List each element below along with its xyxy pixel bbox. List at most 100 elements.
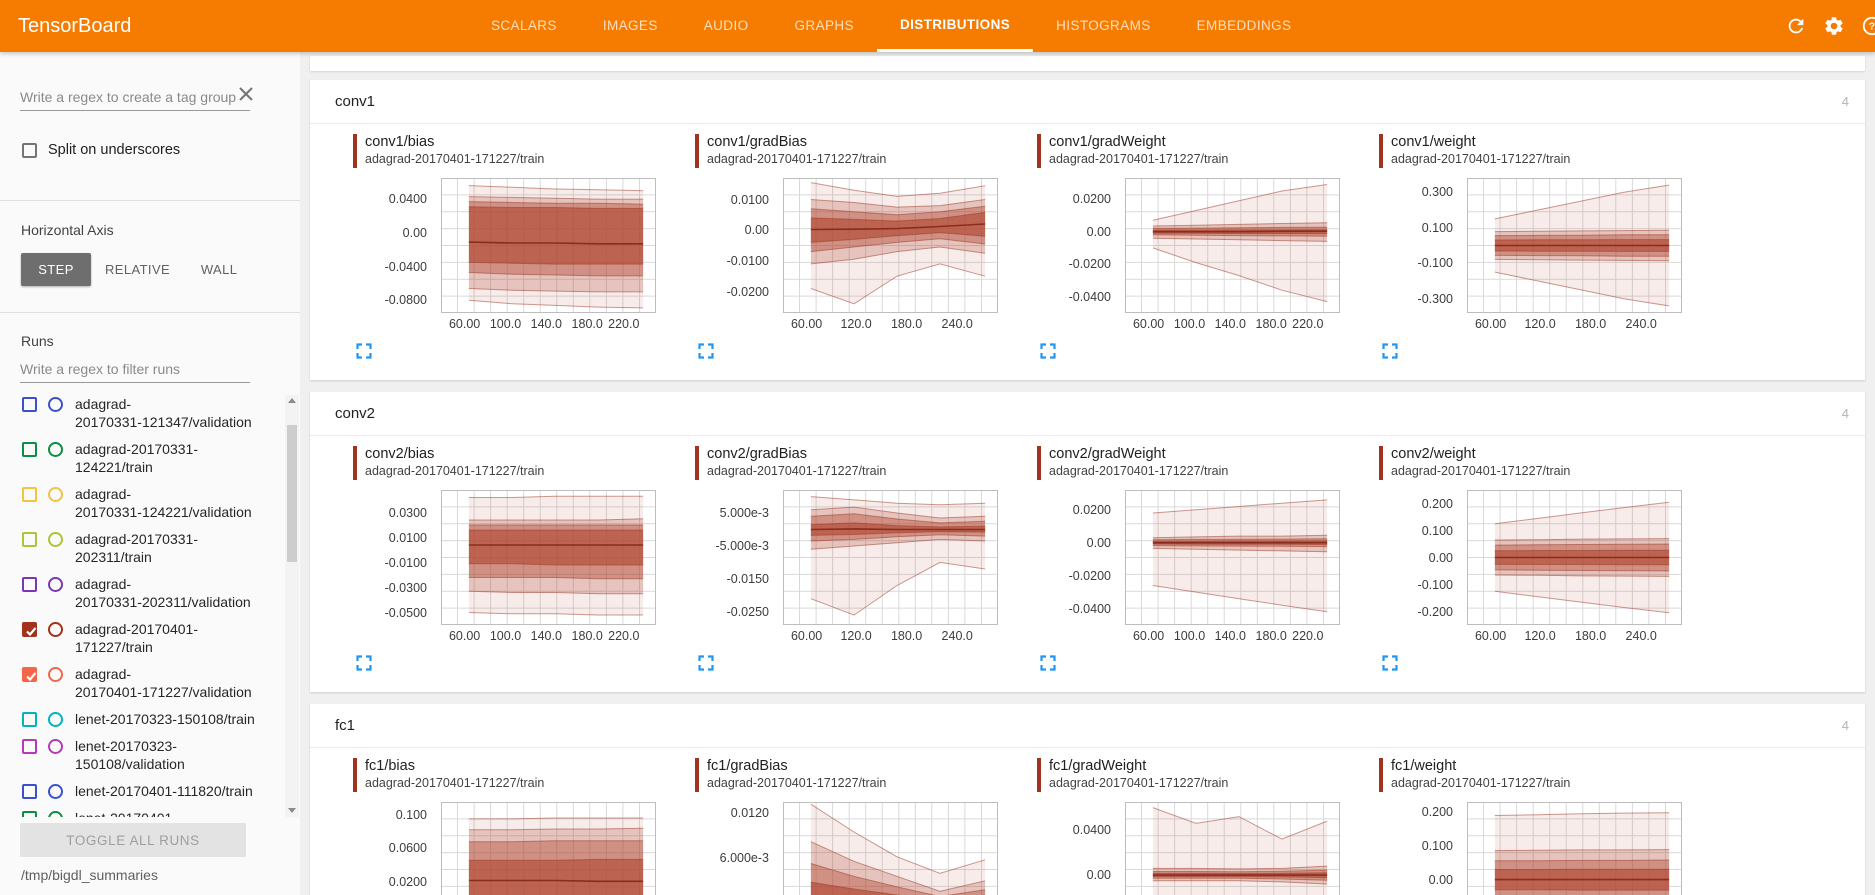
tab-distributions[interactable]: DISTRIBUTIONS xyxy=(876,0,1034,52)
run-color-circle-icon[interactable] xyxy=(48,712,63,727)
run-item[interactable]: lenet-20170323-150108/train xyxy=(0,710,300,728)
checked-checkbox-icon[interactable] xyxy=(22,622,37,637)
expand-chart-icon[interactable] xyxy=(697,342,715,360)
run-color-circle-icon[interactable] xyxy=(48,622,63,637)
y-tick-label: -0.0100 xyxy=(384,555,427,570)
x-tick-label: 100.0 xyxy=(1173,629,1206,643)
run-color-circle-icon[interactable] xyxy=(48,532,63,547)
axis-option-step[interactable]: STEP xyxy=(21,253,91,286)
scrollbar-thumb[interactable] xyxy=(287,425,297,562)
expand-chart-icon[interactable] xyxy=(355,342,373,360)
scroll-down-arrow-icon[interactable] xyxy=(285,805,299,817)
run-color-circle-icon[interactable] xyxy=(48,739,63,754)
chart-title-row: conv2/gradWeight adagrad-20170401-171227/… xyxy=(1037,446,1367,480)
checked-checkbox-icon[interactable] xyxy=(22,667,37,682)
run-item[interactable]: adagrad-20170331-124221/train xyxy=(0,440,300,476)
x-tick-label: 180.0 xyxy=(1255,629,1287,643)
tab-histograms[interactable]: HISTOGRAMS xyxy=(1056,18,1151,33)
chart-run-name: adagrad-20170401-171227/train xyxy=(365,464,545,478)
y-tick-label: 0.0120 xyxy=(730,806,769,821)
run-color-bar xyxy=(1379,758,1383,792)
expand-chart-icon[interactable] xyxy=(1039,654,1057,672)
run-item[interactable]: adagrad- 20170401-171227/validation xyxy=(0,665,300,701)
toggle-all-runs-button[interactable]: TOGGLE ALL RUNS xyxy=(20,823,246,857)
run-item[interactable]: lenet-20170323-150108/validation xyxy=(0,737,300,773)
y-axis-labels: 0.0300 0.0100 -0.0100 -0.0300 -0.0500 xyxy=(353,490,433,625)
unchecked-checkbox-icon[interactable] xyxy=(22,487,37,502)
x-tick-label: 180.0 xyxy=(571,629,603,643)
run-color-circle-icon[interactable] xyxy=(48,784,63,799)
chart-title: conv1/gradBias xyxy=(707,134,807,150)
chart-plot: 0.0300 0.0100 -0.0100 -0.0300 -0.0500 60.00 10… xyxy=(353,490,683,680)
section-header[interactable]: conv1 4 xyxy=(310,80,1865,124)
unchecked-checkbox-icon[interactable] xyxy=(22,712,37,727)
y-tick-label: -0.0100 xyxy=(726,253,769,268)
section-header[interactable]: fc1 4 xyxy=(310,704,1865,748)
x-tick-label: 60.00 xyxy=(790,629,823,643)
help-icon[interactable]: ? xyxy=(1861,15,1875,37)
y-tick-label: 0.100 xyxy=(395,807,427,822)
run-color-circle-icon[interactable] xyxy=(48,667,63,682)
plot-svg xyxy=(441,178,656,313)
x-tick-label: 100.0 xyxy=(1173,317,1206,331)
run-color-circle-icon[interactable] xyxy=(48,577,63,592)
chart-run-name: adagrad-20170401-171227/train xyxy=(1391,152,1571,166)
chart-run-name: adagrad-20170401-171227/train xyxy=(1049,776,1229,790)
distribution-chart: fc1/gradWeight adagrad-20170401-171227/tr… xyxy=(1037,758,1367,895)
chart-plot: 0.1000.06000.0200-0.020060.00100.0140.01… xyxy=(353,802,683,895)
settings-gear-icon[interactable] xyxy=(1823,15,1845,37)
scroll-up-arrow-icon[interactable] xyxy=(285,395,299,407)
tab-images[interactable]: IMAGES xyxy=(602,18,658,33)
tag-regex-input[interactable] xyxy=(20,86,250,111)
section-header[interactable]: conv2 4 xyxy=(310,392,1865,436)
run-color-circle-icon[interactable] xyxy=(48,442,63,457)
axis-option-wall[interactable]: WALL xyxy=(200,262,238,277)
nav-icons: ? xyxy=(1755,0,1875,52)
close-icon[interactable] xyxy=(236,84,256,104)
y-tick-label: -0.0200 xyxy=(1068,257,1111,272)
run-item[interactable]: lenet-20170401-111820/validation xyxy=(0,809,300,817)
chart-plot: 0.300 0.100 -0.100 -0.300 60.00 120.0 180.0 240… xyxy=(1379,178,1709,368)
run-item[interactable]: adagrad- 20170331-124221/validation xyxy=(0,485,300,521)
run-item[interactable]: adagrad- 20170331-121347/validation xyxy=(0,395,300,431)
expand-chart-icon[interactable] xyxy=(1381,654,1399,672)
expand-chart-icon[interactable] xyxy=(1039,342,1057,360)
chart-title: fc1/gradBias xyxy=(707,758,788,774)
chart-run-name: adagrad-20170401-171227/train xyxy=(1391,464,1571,478)
unchecked-checkbox-icon[interactable] xyxy=(22,397,37,412)
unchecked-checkbox-icon[interactable] xyxy=(22,532,37,547)
runs-regex-input[interactable] xyxy=(20,358,250,383)
run-item[interactable]: adagrad-20170401-171227/train xyxy=(0,620,300,656)
chart-title-row: conv2/weight adagrad-20170401-171227/trai… xyxy=(1379,446,1709,480)
y-tick-label: 0.100 xyxy=(1421,523,1453,538)
run-color-circle-icon[interactable] xyxy=(48,487,63,502)
sidebar: Split on underscores Horizontal Axis STE… xyxy=(0,52,300,895)
tab-embeddings[interactable]: EMBEDDINGS xyxy=(1196,18,1292,33)
x-tick-label: 120.0 xyxy=(1524,317,1556,331)
expand-chart-icon[interactable] xyxy=(697,654,715,672)
refresh-icon[interactable] xyxy=(1785,15,1807,37)
run-color-circle-icon[interactable] xyxy=(48,397,63,412)
x-tick-label: 60.00 xyxy=(790,317,823,331)
expand-chart-icon[interactable] xyxy=(355,654,373,672)
unchecked-checkbox-icon[interactable] xyxy=(22,739,37,754)
runs-scrollbar[interactable] xyxy=(285,395,299,817)
unchecked-checkbox-icon[interactable] xyxy=(22,784,37,799)
run-item[interactable]: adagrad- 20170331-202311/validation xyxy=(0,575,300,611)
expand-chart-icon[interactable] xyxy=(1381,342,1399,360)
sections: conv1 4 conv1/bias adagrad-20170401-171227/… xyxy=(300,80,1875,895)
run-color-circle-icon[interactable] xyxy=(48,811,63,817)
split-underscores-checkbox[interactable]: Split on underscores xyxy=(22,142,180,158)
tab-audio[interactable]: AUDIO xyxy=(703,18,749,33)
unchecked-checkbox-icon[interactable] xyxy=(22,811,37,817)
unchecked-checkbox-icon[interactable] xyxy=(22,577,37,592)
run-item[interactable]: adagrad-20170331-202311/train xyxy=(0,530,300,566)
run-item[interactable]: lenet-20170401-111820/train xyxy=(0,782,300,800)
axis-option-relative[interactable]: RELATIVE xyxy=(105,262,171,277)
unchecked-checkbox-icon[interactable] xyxy=(22,442,37,457)
tab-graphs[interactable]: GRAPHS xyxy=(794,18,854,33)
tab-scalars[interactable]: SCALARS xyxy=(491,18,557,33)
x-tick-label: 60.00 xyxy=(1474,629,1507,643)
y-tick-label: 0.200 xyxy=(1421,805,1453,820)
x-tick-label: 140.0 xyxy=(530,629,562,643)
